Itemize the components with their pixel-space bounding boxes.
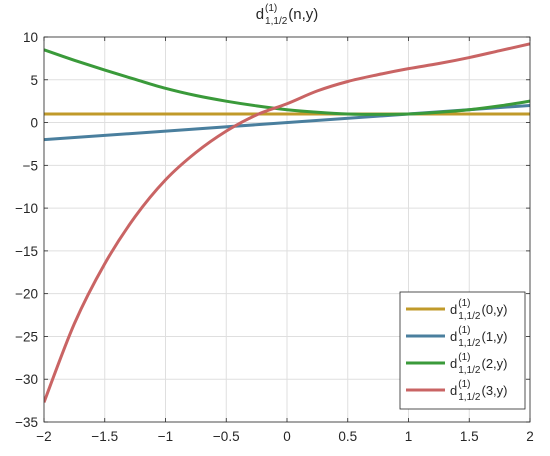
legend-label-3-sub: 1,1/2 [458,392,481,403]
y-tick-label: −10 [15,201,38,216]
legend-label-1-sub: 1,1/2 [458,338,481,349]
series-line-2 [44,48,530,116]
legend-label-0: d (1) 1,1/2 (0,y) [450,298,507,322]
y-tick-label: 5 [30,73,38,88]
x-tick-label: 0 [283,429,291,444]
legend-label-1-sup: (1) [458,325,470,336]
x-tick-label: 0.5 [338,429,357,444]
y-tick-label: −20 [15,287,38,302]
chart-title: d (1) 1,1/2 (n,y) [256,3,319,27]
x-tick-label: −1.5 [91,429,118,444]
y-tick-label: −15 [15,244,38,259]
y-tick-label: −30 [15,372,38,387]
legend-label-2-sup: (1) [458,352,470,363]
legend-label-0-sub: 1,1/2 [458,311,481,322]
legend-label-1-main: d [450,329,457,344]
x-tick-label: −0.5 [213,429,240,444]
x-tick-label: 2 [526,429,534,444]
legend-label-3-sup: (1) [458,379,470,390]
x-tick-label: −1 [158,429,173,444]
legend-label-2: d (1) 1,1/2 (2,y) [450,352,507,376]
legend-label-0-sup: (1) [458,298,470,309]
y-tick-label: 0 [30,116,38,131]
chart-title-args: (n,y) [288,6,318,23]
legend-label-3: d (1) 1,1/2 (3,y) [450,379,507,403]
legend-label-2-sub: 1,1/2 [458,365,481,376]
x-tick-label: 1 [405,429,413,444]
y-tick-label: −25 [15,329,38,344]
legend-label-0-main: d [450,302,457,317]
x-tick-label: 1.5 [460,429,479,444]
legend-label-3-main: d [450,383,457,398]
series-line-3 [44,42,530,403]
legend-label-1-args: (1,y) [481,329,507,344]
y-tick-label: −35 [15,415,38,430]
legend: d (1)1,1/2 (0,y)d (1)1,1/2 (1,y)d (1)1,1/2 (2,… [399,291,526,410]
y-tick-label: 10 [23,30,38,45]
series-group [44,42,530,403]
ticks: −2 −1.5 −1 −0.5 0 0.5 1 1.5 2 10 5 0 −5 −10 −15 −20 −25 −… [15,30,534,444]
legend-label-2-main: d [450,356,457,371]
chart-title-sup: (1) [265,3,277,14]
chart-title-sub: 1,1/2 [265,16,288,27]
x-tick-label: −2 [36,429,51,444]
legend-label-1: d (1) 1,1/2 (1,y) [450,325,507,349]
chart-title-main: d [256,6,264,23]
legend-label-3-args: (3,y) [481,383,507,398]
y-tick-label: −5 [23,158,38,173]
legend-label-2-args: (2,y) [481,356,507,371]
legend-label-0-args: (0,y) [481,302,507,317]
